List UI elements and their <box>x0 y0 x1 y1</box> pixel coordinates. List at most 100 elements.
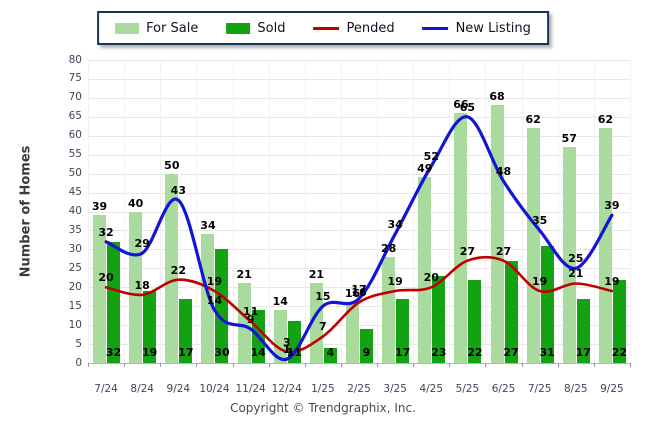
gridline-horizontal <box>88 116 630 118</box>
x-axis-tick <box>630 363 631 367</box>
bar-label-sold: 30 <box>214 346 230 359</box>
line-pended-label: 19 <box>532 275 548 289</box>
line-new-listing-label: 48 <box>495 165 512 179</box>
line-new-listing-label: 43 <box>170 184 186 198</box>
legend-item-new-listing: New Listing <box>422 20 531 36</box>
line-pended-label: 19 <box>387 275 403 289</box>
bar-label-for-sale: 21 <box>308 268 325 282</box>
x-tick-label: 9/25 <box>600 383 624 395</box>
x-axis-tick <box>232 363 234 367</box>
bar-label-for-sale: 62 <box>525 113 541 127</box>
x-axis-tick <box>557 363 559 367</box>
bar-for-sale <box>598 128 612 363</box>
bar-label-sold: 23 <box>431 346 447 359</box>
pended-line-swatch-icon <box>313 26 340 30</box>
line-pended-label: 21 <box>568 267 584 281</box>
y-tick-label: 65 <box>68 110 82 123</box>
gridline-horizontal <box>88 135 630 137</box>
bar-label-for-sale: 39 <box>91 200 108 214</box>
legend-label: For Sale <box>146 20 199 36</box>
x-axis-tick <box>521 363 523 367</box>
line-new-listing-label: 14 <box>206 293 223 307</box>
legend-label: Sold <box>257 20 286 36</box>
x-tick-label: 8/25 <box>564 383 588 395</box>
bar-for-sale <box>382 256 396 363</box>
bar-label-sold: 19 <box>142 346 158 359</box>
legend-label: New Listing <box>455 20 531 36</box>
x-tick-label: 6/25 <box>491 383 516 395</box>
y-tick-label: 40 <box>68 205 82 217</box>
bar-label-for-sale: 14 <box>272 294 288 308</box>
bar-label-sold: 14 <box>250 346 266 359</box>
x-axis-tick <box>196 363 198 367</box>
bar-label-for-sale: 62 <box>597 113 614 127</box>
line-pended-label: 20 <box>423 271 439 285</box>
bar-for-sale <box>454 113 468 363</box>
line-new-listing-label: 52 <box>423 150 439 164</box>
y-tick-label: 60 <box>68 129 82 142</box>
y-tick-label: 80 <box>68 53 82 66</box>
copyright-text: Copyright © Trendgraphix, Inc. <box>230 401 416 415</box>
bar-label-for-sale: 68 <box>489 90 505 104</box>
bar-label-sold: 4 <box>326 346 335 359</box>
bar-sold <box>107 241 121 363</box>
y-tick-label: 35 <box>68 223 82 236</box>
bar-for-sale <box>418 177 432 363</box>
line-pended-label: 7 <box>319 320 327 334</box>
line-pended-label: 19 <box>604 275 620 289</box>
x-axis-tick <box>160 363 162 367</box>
y-tick-label: 25 <box>68 261 82 274</box>
x-axis-tick <box>340 363 342 367</box>
gridline-vertical <box>449 60 451 363</box>
for-sale-swatch-icon <box>115 22 140 34</box>
line-new-listing-label: 1 <box>282 343 291 357</box>
gridline-horizontal <box>88 154 630 156</box>
bar-label-for-sale: 34 <box>200 219 216 233</box>
sold-swatch-icon <box>226 22 251 34</box>
bar-for-sale <box>346 302 359 363</box>
x-axis-tick <box>413 363 415 367</box>
legend-item-sold: Sold <box>226 21 285 36</box>
bar-label-sold: 27 <box>503 346 519 359</box>
y-tick-label: 15 <box>68 299 82 312</box>
y-tick-label: 50 <box>68 167 82 180</box>
bar-label-sold: 31 <box>539 346 555 359</box>
gridline-horizontal <box>88 363 630 364</box>
bar-label-for-sale: 57 <box>561 132 577 146</box>
line-new-listing-label: 35 <box>532 214 548 228</box>
bar-label-sold: 32 <box>105 346 122 359</box>
gridline-vertical <box>304 60 306 363</box>
legend: For Sale Sold Pended New Listing <box>97 11 549 45</box>
line-new-listing-label: 25 <box>568 252 584 266</box>
x-axis-tick <box>593 363 595 367</box>
y-axis-title: Number of Homes <box>18 145 34 278</box>
x-tick-label: 7/24 <box>94 383 118 395</box>
y-tick-label: 70 <box>68 91 82 104</box>
line-pended-label: 20 <box>98 271 114 285</box>
legend-item-pended: Pended <box>313 20 395 36</box>
gridline-horizontal <box>88 97 630 99</box>
bar-for-sale <box>490 105 504 363</box>
line-new-listing-label: 29 <box>134 237 150 251</box>
bar-label-for-sale: 50 <box>164 158 180 172</box>
gridline-horizontal <box>88 78 630 80</box>
gridline-vertical <box>340 60 342 363</box>
gridline-vertical <box>124 60 126 363</box>
y-tick-label: 0 <box>75 356 82 369</box>
gridline-vertical <box>160 60 162 363</box>
bar-label-for-sale: 28 <box>380 241 397 255</box>
line-new-listing-label: 32 <box>98 225 114 239</box>
legend-label: Pended <box>346 20 395 36</box>
line-pended-label: 18 <box>134 278 150 292</box>
gridline-vertical <box>593 60 595 363</box>
x-axis-tick <box>377 363 379 367</box>
line-pended-label: 27 <box>495 244 512 258</box>
x-axis-tick <box>88 363 89 367</box>
bar-label-for-sale: 49 <box>417 162 433 176</box>
gridline-vertical <box>630 60 631 363</box>
y-tick-label: 75 <box>68 72 82 85</box>
x-axis-tick <box>268 363 270 367</box>
gridline-vertical <box>196 60 198 363</box>
bar-label-sold: 22 <box>467 346 483 359</box>
